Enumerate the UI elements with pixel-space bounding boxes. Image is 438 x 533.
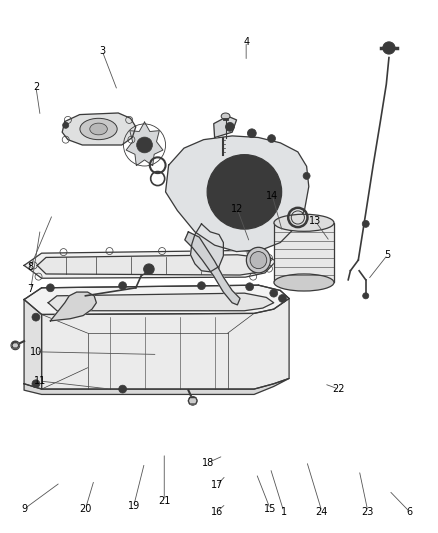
Circle shape xyxy=(279,295,286,302)
Circle shape xyxy=(188,397,197,405)
Text: 8: 8 xyxy=(28,262,34,271)
Text: 11: 11 xyxy=(34,376,46,386)
Circle shape xyxy=(362,220,369,228)
Circle shape xyxy=(363,293,369,299)
Circle shape xyxy=(247,129,256,138)
Ellipse shape xyxy=(250,252,267,269)
Text: 2: 2 xyxy=(33,82,39,92)
Text: 18: 18 xyxy=(202,458,214,467)
Circle shape xyxy=(231,179,258,205)
Circle shape xyxy=(198,282,205,289)
Circle shape xyxy=(119,282,127,289)
Circle shape xyxy=(46,284,54,292)
Ellipse shape xyxy=(80,118,117,140)
Polygon shape xyxy=(214,116,237,138)
Polygon shape xyxy=(188,398,197,404)
Circle shape xyxy=(144,264,154,274)
Polygon shape xyxy=(166,136,309,252)
Text: 21: 21 xyxy=(158,496,170,506)
Polygon shape xyxy=(50,292,96,321)
Text: 5: 5 xyxy=(385,250,391,260)
Text: 14: 14 xyxy=(266,191,279,201)
Text: 22: 22 xyxy=(332,384,345,394)
Text: 7: 7 xyxy=(28,285,34,294)
Circle shape xyxy=(11,341,20,350)
Ellipse shape xyxy=(90,123,107,135)
Text: 3: 3 xyxy=(99,46,105,55)
Ellipse shape xyxy=(246,247,270,273)
Text: 13: 13 xyxy=(309,216,321,226)
Circle shape xyxy=(218,166,271,218)
Text: 1: 1 xyxy=(281,507,287,516)
Text: 20: 20 xyxy=(79,504,92,514)
Circle shape xyxy=(303,172,310,180)
Polygon shape xyxy=(12,343,19,348)
Circle shape xyxy=(137,137,152,153)
Circle shape xyxy=(207,155,282,229)
Circle shape xyxy=(119,385,127,393)
Polygon shape xyxy=(37,255,267,275)
Polygon shape xyxy=(24,300,42,389)
Polygon shape xyxy=(185,232,240,305)
Text: 6: 6 xyxy=(406,507,413,516)
Text: 17: 17 xyxy=(211,480,223,490)
Ellipse shape xyxy=(274,274,334,291)
Polygon shape xyxy=(24,378,289,394)
Polygon shape xyxy=(274,223,334,282)
Polygon shape xyxy=(24,251,276,278)
Circle shape xyxy=(268,135,276,142)
Ellipse shape xyxy=(221,113,230,119)
Circle shape xyxy=(226,123,234,131)
Polygon shape xyxy=(42,298,289,389)
Text: 4: 4 xyxy=(243,37,249,46)
Polygon shape xyxy=(24,285,289,314)
Text: 23: 23 xyxy=(362,507,374,516)
Circle shape xyxy=(63,122,69,128)
Circle shape xyxy=(32,380,40,387)
Circle shape xyxy=(32,313,40,321)
Text: 16: 16 xyxy=(211,507,223,516)
Polygon shape xyxy=(62,113,136,145)
Text: 24: 24 xyxy=(316,507,328,516)
Text: 9: 9 xyxy=(21,504,27,514)
Polygon shape xyxy=(191,224,223,272)
Text: 19: 19 xyxy=(127,502,140,511)
Polygon shape xyxy=(126,122,163,166)
Circle shape xyxy=(383,42,395,54)
Circle shape xyxy=(270,289,278,297)
Text: 12: 12 xyxy=(231,205,244,214)
Polygon shape xyxy=(48,293,274,311)
Ellipse shape xyxy=(274,214,334,231)
Circle shape xyxy=(246,283,254,290)
Text: 15: 15 xyxy=(264,504,276,514)
Text: 10: 10 xyxy=(30,347,42,357)
